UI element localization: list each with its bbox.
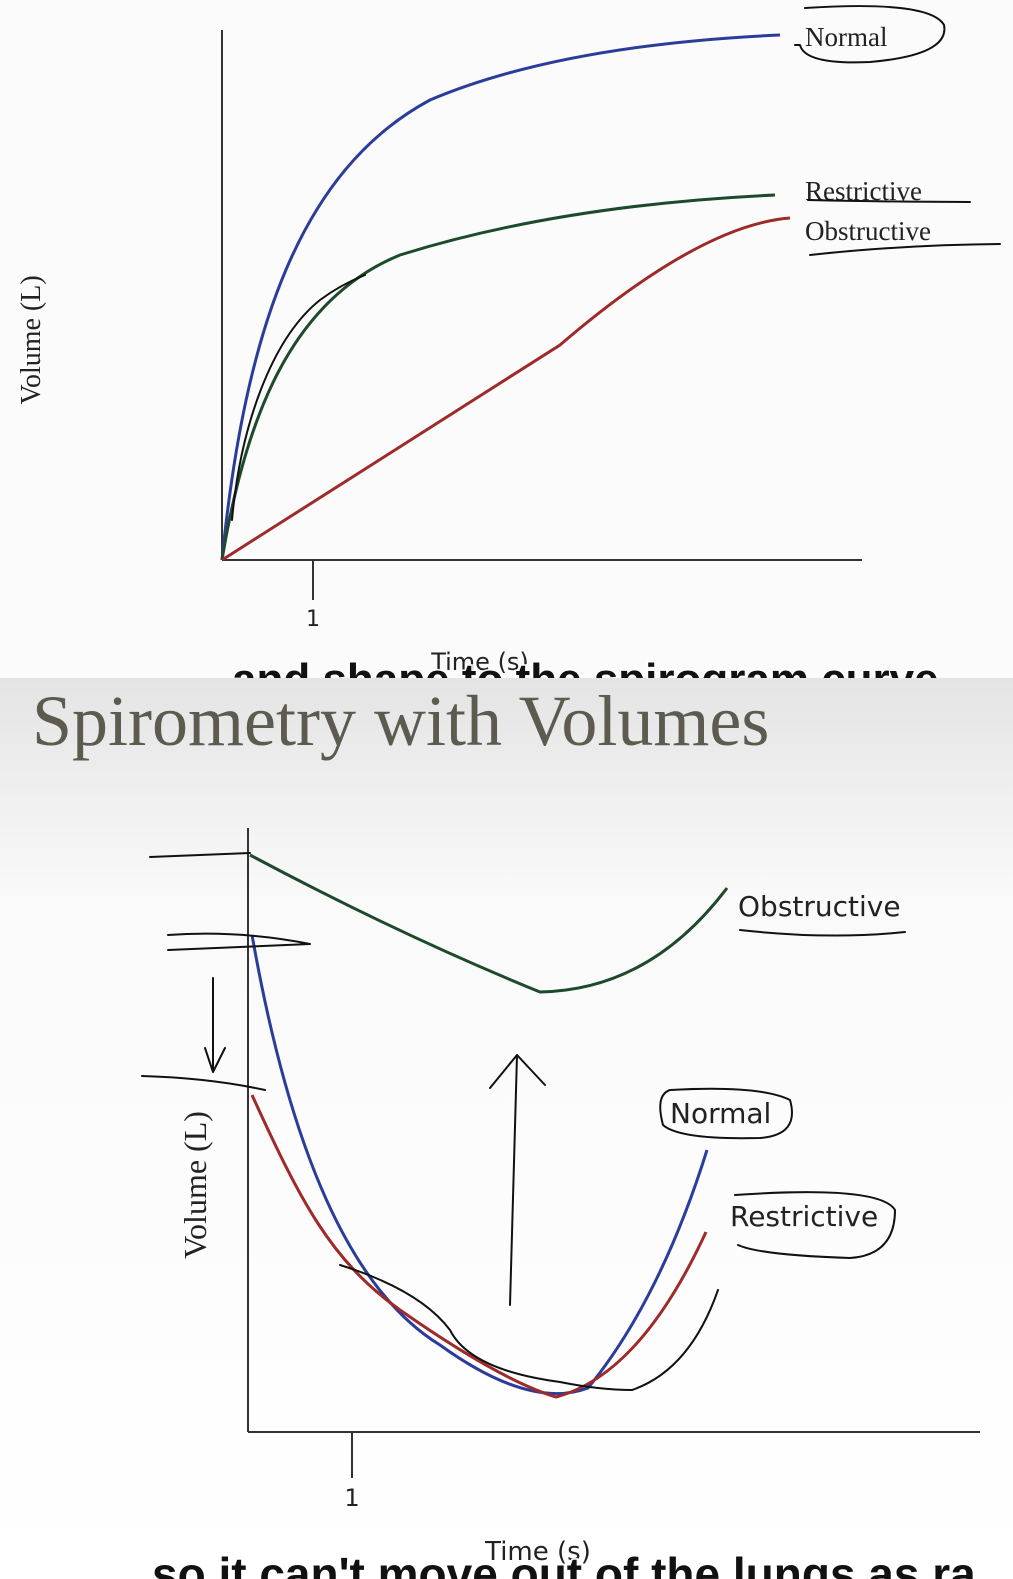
annotation-circle [794, 5, 946, 64]
annotation-circle [659, 1087, 793, 1140]
normal-curve [220, 33, 781, 561]
annotation-stroke [141, 852, 719, 1391]
normal-label: Normal [805, 22, 887, 52]
annotation-circle [734, 1191, 896, 1259]
annotation-underline [807, 199, 971, 203]
panel-background [0, 0, 1013, 680]
obstructive-curve [249, 853, 729, 994]
slide-title: Spirometry with Volumes [32, 681, 769, 761]
obstructive-label: Obstructive [738, 890, 901, 923]
obstructive-curve [221, 216, 791, 562]
top-panel: 1 Volume (L) Normal Restrictive Obstruct… [0, 0, 1013, 706]
restrictive-label: Restrictive [730, 1200, 878, 1233]
annotation-stroke [231, 274, 366, 521]
x-tick-label: 1 [306, 607, 320, 632]
bottom-panel: Spirometry with Volumes 1 Volume (L) Obs… [0, 678, 1013, 1579]
normal-label: Normal [670, 1097, 771, 1130]
obstructive-label: Obstructive [805, 216, 931, 246]
x-tick-label: 1 [344, 1484, 359, 1512]
caption: so it can't move out of the lungs as ra [152, 1548, 976, 1579]
x-axis-label: Time (s) [484, 1537, 591, 1567]
y-axis-label: Volume (L) [177, 1111, 213, 1259]
restrictive-curve [220, 193, 776, 561]
annotation-underline [809, 243, 1001, 256]
annotation-underline [739, 929, 906, 937]
panel-background [0, 678, 1013, 1579]
normal-curve [250, 934, 709, 1396]
x-axis-label: Time (s) [430, 648, 529, 676]
restrictive-curve [250, 1094, 708, 1399]
y-axis-label: Volume (L) [16, 275, 47, 404]
